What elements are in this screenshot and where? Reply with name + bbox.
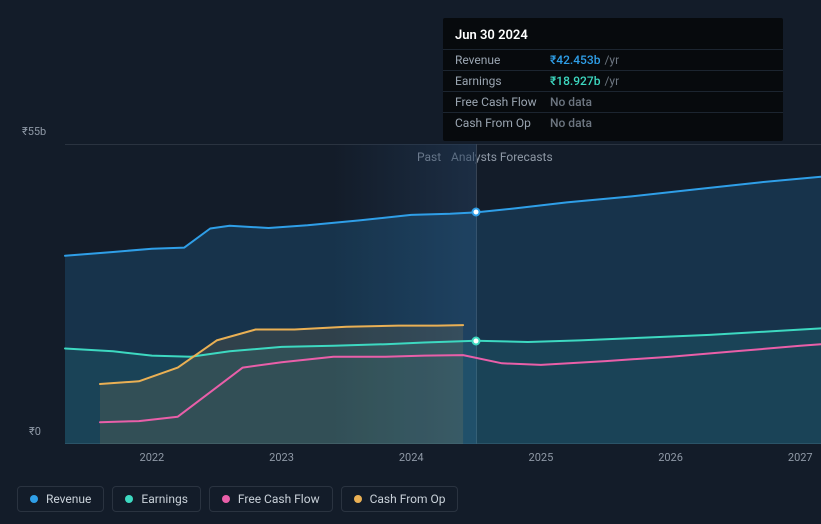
tooltip-row-value: ₹42.453b (550, 53, 600, 67)
x-axis-tick: 2026 (658, 451, 683, 464)
tooltip-row-label: Earnings (455, 74, 550, 88)
tooltip-row: Free Cash FlowNo data (443, 91, 783, 112)
data-tooltip: Jun 30 2024 Revenue₹42.453b/yrEarnings₹1… (443, 18, 783, 141)
legend-item-revenue[interactable]: Revenue (17, 486, 104, 512)
tooltip-row-label: Cash From Op (455, 116, 550, 130)
tooltip-row: Cash From OpNo data (443, 112, 783, 133)
legend-item-label: Earnings (141, 492, 188, 506)
legend-dot-icon (354, 495, 362, 503)
tooltip-title: Jun 30 2024 (443, 28, 783, 49)
series-marker-earnings (472, 336, 481, 345)
y-axis-max-label: ₹55b (22, 125, 46, 138)
chart-series-svg (65, 144, 821, 444)
series-marker-revenue (472, 208, 481, 217)
tooltip-row-label: Revenue (455, 53, 550, 67)
legend-dot-icon (125, 495, 133, 503)
x-axis-tick: 2022 (140, 451, 165, 464)
y-axis-zero-label: ₹0 (29, 425, 41, 438)
chart-container: Jun 30 2024 Revenue₹42.453b/yrEarnings₹1… (17, 0, 805, 524)
tooltip-row-unit: /yr (604, 53, 619, 67)
x-axis-tick: 2024 (399, 451, 424, 464)
legend: Revenue Earnings Free Cash Flow Cash From O… (17, 486, 458, 512)
tooltip-row-unit: /yr (604, 74, 619, 88)
tooltip-row-value: ₹18.927b (550, 74, 600, 88)
legend-item-label: Free Cash Flow (238, 492, 320, 506)
tooltip-row-value: No data (550, 95, 592, 109)
x-axis-tick: 2023 (269, 451, 294, 464)
legend-item-label: Cash From Op (370, 492, 446, 506)
legend-item-label: Revenue (46, 492, 91, 506)
tooltip-row: Revenue₹42.453b/yr (443, 49, 783, 70)
legend-item-free-cash-flow[interactable]: Free Cash Flow (209, 486, 333, 512)
tooltip-row: Earnings₹18.927b/yr (443, 70, 783, 91)
legend-item-earnings[interactable]: Earnings (112, 486, 201, 512)
tooltip-row-label: Free Cash Flow (455, 95, 550, 109)
x-axis-tick: 2025 (529, 451, 554, 464)
x-axis-tick: 2027 (788, 451, 813, 464)
tooltip-row-value: No data (550, 116, 592, 130)
legend-dot-icon (222, 495, 230, 503)
legend-item-cash-from-op[interactable]: Cash From Op (341, 486, 459, 512)
plot-area[interactable] (65, 144, 821, 444)
legend-dot-icon (30, 495, 38, 503)
